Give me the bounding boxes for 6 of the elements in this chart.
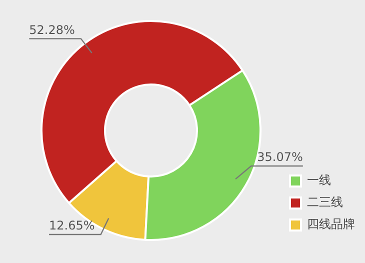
legend-label: 四线品牌 — [307, 217, 355, 232]
legend-label: 一线 — [307, 173, 331, 188]
legend-label: 二三线 — [307, 195, 343, 210]
data-label: 35.07% — [257, 150, 303, 164]
data-label: 52.28% — [29, 22, 75, 37]
data-label: 12.65% — [49, 218, 95, 233]
